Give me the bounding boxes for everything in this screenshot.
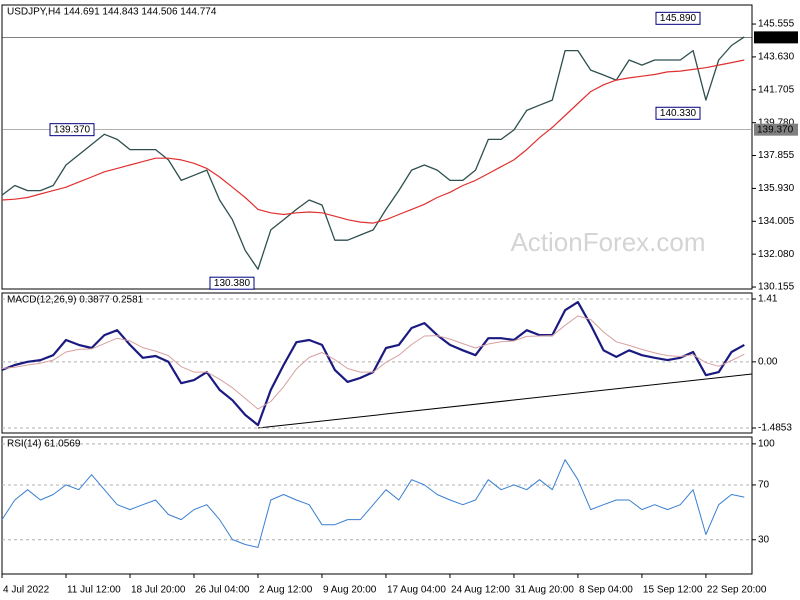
annotation-box [209,276,255,290]
series-line [1,59,745,224]
x-tick-label: 31 Aug 20:00 [515,585,574,596]
series-line [1,315,745,410]
price-tag [754,31,798,44]
y-tick-label: 132.080 [758,249,795,260]
y-tick-label: 1.41 [758,294,778,305]
pane-frame [1,292,753,434]
annotation-label: 145.890 [660,13,697,24]
annotation-label: 140.330 [660,108,697,119]
price-tag-label: 144.774 [757,32,794,43]
annotation-box [655,106,701,120]
y-tick-label: 100 [758,438,775,449]
x-tick-label: 15 Sep 12:00 [643,585,703,596]
annotation-box [49,123,95,137]
x-tick-label: 4 Jul 2022 [3,585,50,596]
price-tag-label: 139.370 [757,124,794,135]
y-tick-label: 70 [758,480,770,491]
y-tick-label: 30 [758,534,770,545]
annotation-label: 139.370 [54,124,91,135]
pane-frame [1,436,753,575]
y-tick-label: 0.00 [758,356,778,367]
x-tick-label: 8 Sep 04:00 [579,585,633,596]
annotation-box [655,11,701,25]
y-tick-label: 139.780 [758,117,795,128]
y-tick-label: 141.705 [758,84,795,95]
pane-title: RSI(14) 61.0569 [7,439,81,450]
trend-line [257,373,753,429]
y-tick-label: 135.930 [758,183,795,194]
x-tick-label: 11 Jul 12:00 [67,585,121,596]
x-tick-label: 24 Aug 12:00 [451,585,510,596]
pane-frame [1,4,753,290]
x-tick-label: 26 Jul 04:00 [195,585,250,596]
series-line [1,36,745,270]
x-tick-label: 17 Aug 04:00 [387,585,446,596]
watermark: ActionForex.com [510,227,705,257]
y-tick-label: 134.005 [758,216,795,227]
series-line [1,459,745,548]
pane-title: USDJPY,H4 144.691 144.843 144.506 144.77… [7,7,217,18]
pane-title: MACD(12,26,9) 0.3877 0.2581 [7,295,144,306]
x-tick-label: 2 Aug 12:00 [259,585,313,596]
y-tick-label: 137.855 [758,150,795,161]
x-tick-label: 22 Sep 20:00 [707,585,767,596]
y-tick-label: 143.630 [758,52,795,63]
y-tick-label: 145.555 [758,19,795,30]
x-tick-label: 18 Jul 20:00 [131,585,186,596]
price-tag [754,123,798,136]
x-tick-label: 9 Aug 20:00 [323,585,377,596]
annotation-label: 130.380 [214,278,251,289]
y-tick-label: 130.155 [758,282,795,293]
y-tick-label: -1.4853 [758,423,792,434]
